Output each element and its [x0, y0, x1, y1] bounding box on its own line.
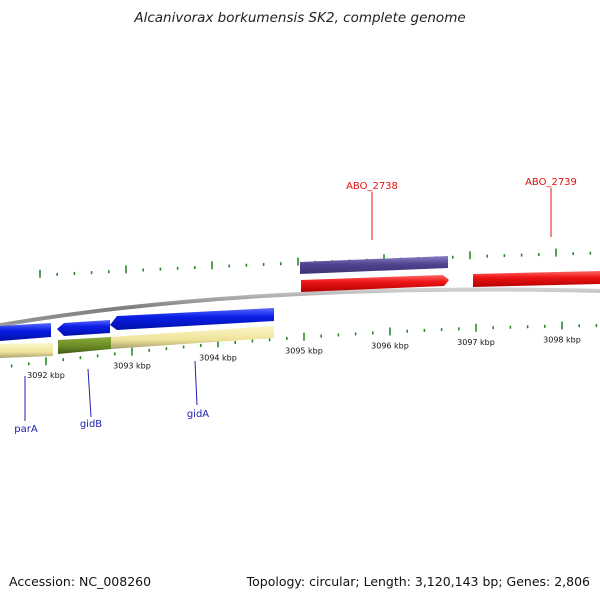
- gene-label-ABO_2739[interactable]: ABO_2739: [525, 177, 577, 188]
- kbp-label: 3095 kbp: [285, 347, 323, 356]
- gene-arrow-gidB[interactable]: [57, 320, 110, 336]
- gene-arrow-ABO_2738[interactable]: [301, 275, 449, 292]
- gene-label-gidB[interactable]: gidB: [80, 419, 102, 430]
- gene-label-parA[interactable]: parA: [14, 424, 38, 435]
- cds-bar-parA: [0, 343, 53, 358]
- genome-summary-text: Topology: circular; Length: 3,120,143 bp…: [246, 574, 590, 589]
- kbp-label: 3096 kbp: [371, 342, 409, 351]
- gene-arrow-ABO_2739[interactable]: [473, 271, 600, 287]
- genome-title: Alcanivorax borkumensis SK2, complete ge…: [134, 10, 466, 26]
- gene-arrow-gidA[interactable]: [110, 308, 274, 330]
- kbp-label: 3092 kbp: [27, 371, 65, 380]
- cds-bar-gidB: [58, 337, 111, 354]
- gene-arrow-parA[interactable]: [0, 323, 51, 341]
- leader-line-gidB: [87, 368, 92, 418]
- cds-bar-gidA: [111, 326, 274, 349]
- genome-backbone: [0, 287, 600, 328]
- kbp-scale-labels: 3092 kbp 3093 kbp 3094 kbp 3095 kbp 3096 kbp…: [27, 336, 581, 381]
- accession-text: Accession: NC_008260: [9, 574, 152, 589]
- kbp-label: 3094 kbp: [199, 353, 237, 362]
- kbp-label: 3098 kbp: [543, 336, 581, 345]
- kbp-label: 3097 kbp: [457, 338, 495, 347]
- feature-purple-ABO_2738[interactable]: [300, 256, 448, 274]
- gene-label-gidA[interactable]: gidA: [187, 409, 209, 420]
- kbp-label: 3093 kbp: [113, 362, 151, 371]
- leader-line-gidA: [194, 360, 198, 406]
- gene-label-ABO_2738[interactable]: ABO_2738: [346, 181, 398, 192]
